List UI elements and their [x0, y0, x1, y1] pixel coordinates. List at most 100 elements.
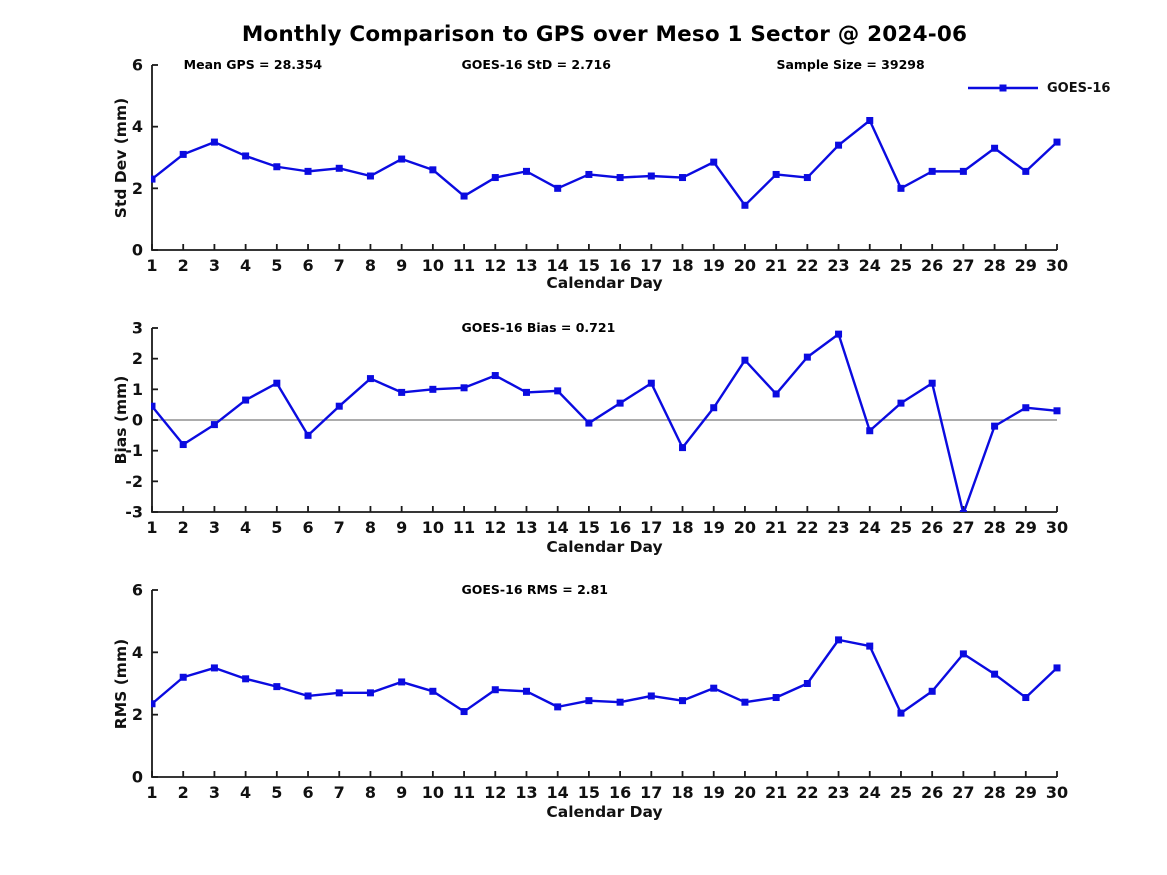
series-GOES-16: [151, 330, 1061, 512]
data-point-marker: [741, 698, 749, 706]
data-point-marker: [616, 399, 624, 407]
x-tick-label: 8: [365, 256, 376, 275]
data-point-marker: [959, 510, 967, 512]
data-point-marker: [585, 419, 593, 427]
data-point-marker: [242, 396, 250, 404]
x-tick-label: 17: [640, 783, 662, 802]
x-tick-label: 13: [515, 518, 537, 537]
x-tick-label: 13: [515, 256, 537, 275]
x-tick-label: 14: [547, 783, 569, 802]
data-point-marker: [647, 172, 655, 180]
data-point-marker: [741, 356, 749, 364]
data-point-marker: [803, 680, 811, 687]
x-tick-label: 30: [1046, 256, 1068, 275]
x-tick-label: 4: [240, 518, 251, 537]
x-tick-label: 28: [983, 256, 1005, 275]
data-point-marker: [398, 388, 406, 396]
data-point-marker: [210, 138, 218, 146]
data-point-marker: [1053, 138, 1061, 146]
data-point-marker: [1053, 407, 1061, 415]
x-tick-label: 11: [453, 256, 475, 275]
data-point-marker: [242, 152, 250, 160]
data-point-marker: [803, 353, 811, 361]
x-tick-label: 6: [302, 256, 313, 275]
y-tick-label: 0: [132, 241, 143, 260]
data-point-marker: [585, 697, 593, 705]
data-point-marker: [179, 673, 187, 681]
data-point-marker: [429, 166, 437, 174]
data-point-marker: [835, 330, 843, 338]
data-point-marker: [398, 155, 406, 163]
x-tick-label: 25: [890, 518, 912, 537]
x-tick-label: 9: [396, 783, 407, 802]
x-tick-label: 16: [609, 783, 631, 802]
x-tick-label: 25: [890, 256, 912, 275]
x-tick-label: 18: [671, 783, 693, 802]
y-tick-label: 4: [132, 117, 143, 136]
x-tick-label: 28: [983, 783, 1005, 802]
annotation-text: Sample Size = 39298: [776, 57, 924, 72]
series-GOES-16: [151, 636, 1061, 717]
x-tick-label: 7: [334, 783, 345, 802]
data-point-marker: [179, 441, 187, 449]
x-tick-label: 30: [1046, 783, 1068, 802]
x-tick-label: 16: [609, 518, 631, 537]
data-point-marker: [366, 375, 374, 383]
x-tick-label: 14: [547, 256, 569, 275]
x-tick-label: 8: [365, 518, 376, 537]
data-point-marker: [554, 703, 562, 711]
x-tick-label: 2: [178, 518, 189, 537]
data-point-marker: [772, 170, 780, 178]
data-point-marker: [710, 404, 718, 412]
data-point-marker: [491, 372, 499, 380]
y-tick-label: 0: [132, 411, 143, 430]
x-tick-label: 29: [1015, 518, 1037, 537]
x-tick-label: 3: [209, 783, 220, 802]
data-point-marker: [835, 636, 843, 644]
data-point-marker: [335, 402, 343, 410]
data-point-marker: [522, 687, 530, 695]
x-tick-label: 9: [396, 518, 407, 537]
data-point-marker: [616, 174, 624, 182]
x-axis-label-bottom: Calendar Day: [546, 803, 663, 821]
data-point-marker: [273, 683, 281, 691]
y-tick-label: 2: [132, 705, 143, 724]
x-tick-label: 1: [146, 518, 157, 537]
data-point-marker: [959, 167, 967, 175]
annotation-text: GOES-16 RMS = 2.81: [462, 582, 608, 597]
annotation-text: GOES-16 Bias = 0.721: [462, 320, 616, 335]
x-tick-label: 13: [515, 783, 537, 802]
y-tick-label: -2: [125, 472, 143, 491]
data-point-marker: [491, 174, 499, 182]
x-tick-label: 27: [952, 783, 974, 802]
x-tick-label: 11: [453, 783, 475, 802]
x-tick-label: 23: [827, 518, 849, 537]
data-point-marker: [866, 117, 874, 124]
x-tick-label: 12: [484, 256, 506, 275]
data-point-marker: [1022, 167, 1030, 175]
x-tick-label: 5: [271, 518, 282, 537]
data-point-marker: [959, 650, 967, 658]
data-point-marker: [991, 422, 999, 430]
data-point-marker: [304, 167, 312, 175]
x-tick-label: 4: [240, 783, 251, 802]
data-point-marker: [273, 379, 281, 387]
data-point-marker: [1053, 664, 1061, 672]
data-point-marker: [522, 167, 530, 175]
y-tick-label: 6: [132, 56, 143, 75]
y-tick-label: 6: [132, 581, 143, 600]
data-point-marker: [897, 184, 905, 192]
data-point-marker: [460, 192, 468, 200]
x-tick-label: 19: [703, 518, 725, 537]
x-tick-label: 23: [827, 256, 849, 275]
data-point-marker: [210, 421, 218, 429]
y-tick-label: 4: [132, 643, 143, 662]
data-point-marker: [151, 700, 156, 708]
x-tick-label: 10: [422, 783, 444, 802]
data-point-marker: [835, 141, 843, 149]
x-tick-label: 8: [365, 783, 376, 802]
